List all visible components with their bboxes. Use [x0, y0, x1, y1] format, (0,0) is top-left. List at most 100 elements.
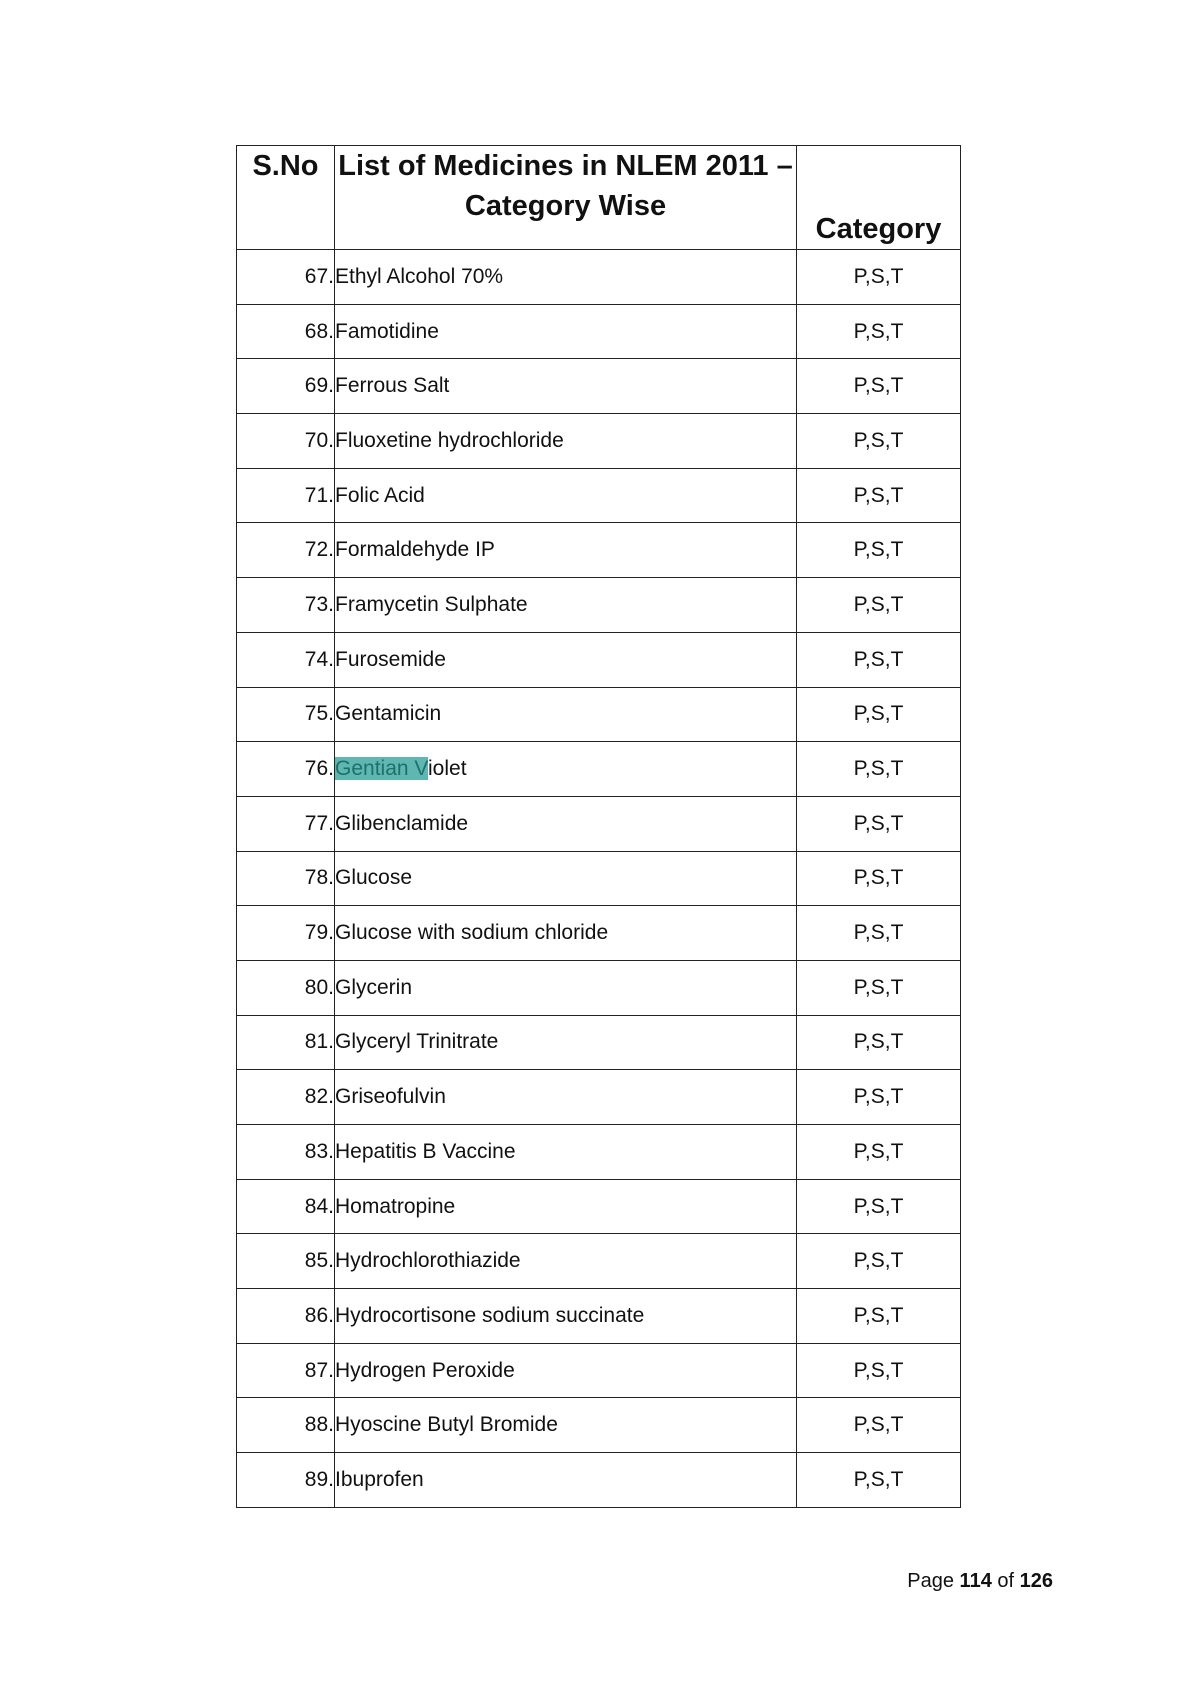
row-category: P,S,T: [796, 522, 961, 579]
row-medicine: Glucose: [334, 850, 797, 907]
row-sno: 67.: [236, 249, 335, 305]
row-sno: 82.: [236, 1069, 335, 1125]
header-medicine-list-line2: Category Wise: [464, 190, 667, 222]
table-row: 89. Ibuprofen P,S,T: [236, 1452, 961, 1508]
medicines-table: S.No List of Medicines in NLEM 2011 – Ca…: [236, 145, 961, 1508]
row-category: P,S,T: [796, 358, 961, 415]
table-row: 88. Hyoscine Butyl Bromide P,S,T: [236, 1397, 961, 1454]
row-sno: 71.: [236, 467, 335, 524]
row-category: P,S,T: [796, 795, 961, 852]
row-category: P,S,T: [796, 1342, 961, 1399]
row-sno: 74.: [236, 631, 335, 688]
row-sno: 78.: [236, 850, 335, 907]
row-category: P,S,T: [796, 1452, 961, 1508]
row-medicine: Hepatitis B Vaccine: [334, 1124, 797, 1180]
row-sno: 81.: [236, 1014, 335, 1071]
row-sno: 79.: [236, 905, 335, 961]
row-sno: 77.: [236, 795, 335, 852]
row-medicine: Gentamicin: [334, 686, 797, 743]
text-highlight: Gentian V: [335, 757, 429, 781]
table-row: 86. Hydrocortisone sodium succinate P,S,…: [236, 1288, 961, 1344]
header-row: S.No List of Medicines in NLEM 2011 – Ca…: [236, 145, 961, 250]
row-medicine: Hyoscine Butyl Bromide: [334, 1397, 797, 1454]
row-category: P,S,T: [796, 1069, 961, 1125]
page-current: 114: [959, 1570, 992, 1592]
table-row: 76. Gentian Violet P,S,T: [236, 741, 961, 797]
table-row: 84. Homatropine P,S,T: [236, 1178, 961, 1235]
row-sno: 84.: [236, 1178, 335, 1235]
row-medicine: Hydrogen Peroxide: [334, 1342, 797, 1399]
row-medicine: Ferrous Salt: [334, 358, 797, 415]
table-row: 79. Glucose with sodium chloride P,S,T: [236, 905, 961, 961]
header-medicine-list: List of Medicines in NLEM 2011 – Categor…: [334, 145, 797, 250]
row-sno: 73.: [236, 577, 335, 633]
table-row: 72. Formaldehyde IP P,S,T: [236, 522, 961, 579]
row-category: P,S,T: [796, 1233, 961, 1290]
row-category: P,S,T: [796, 959, 961, 1016]
row-category: P,S,T: [796, 577, 961, 633]
table-row: 87. Hydrogen Peroxide P,S,T: [236, 1342, 961, 1399]
header-sno: S.No: [236, 145, 335, 250]
row-category: P,S,T: [796, 850, 961, 907]
row-sno: 88.: [236, 1397, 335, 1454]
row-sno: 76.: [236, 741, 335, 797]
table-row: 75. Gentamicin P,S,T: [236, 686, 961, 743]
page-prefix: Page: [907, 1570, 954, 1592]
row-medicine: Famotidine: [334, 303, 797, 360]
row-medicine: Hydrochlorothiazide: [334, 1233, 797, 1290]
row-sno: 83.: [236, 1124, 335, 1180]
row-category: P,S,T: [796, 741, 961, 797]
row-category: P,S,T: [796, 1124, 961, 1180]
table-row: 67. Ethyl Alcohol 70% P,S,T: [236, 249, 961, 305]
row-medicine: Folic Acid: [334, 467, 797, 524]
row-medicine: Ibuprofen: [334, 1452, 797, 1508]
row-category: P,S,T: [796, 905, 961, 961]
table-row: 73. Framycetin Sulphate P,S,T: [236, 577, 961, 633]
row-sno: 72.: [236, 522, 335, 579]
table-row: 77. Glibenclamide P,S,T: [236, 795, 961, 852]
row-sno: 85.: [236, 1233, 335, 1290]
row-sno: 70.: [236, 413, 335, 469]
row-medicine: Fluoxetine hydrochloride: [334, 413, 797, 469]
table-row: 82. Griseofulvin P,S,T: [236, 1069, 961, 1125]
row-category: P,S,T: [796, 1178, 961, 1235]
table-row: 78. Glucose P,S,T: [236, 850, 961, 907]
table-row: 69. Ferrous Salt P,S,T: [236, 358, 961, 415]
page-total: 126: [1019, 1570, 1053, 1592]
row-medicine: Glibenclamide: [334, 795, 797, 852]
page-number-footer: Page 114 of 126: [907, 1570, 1053, 1593]
row-medicine: Glycerin: [334, 959, 797, 1016]
row-medicine-highlighted: Gentian Violet: [334, 741, 797, 797]
row-sno: 68.: [236, 303, 335, 360]
row-sno: 89.: [236, 1452, 335, 1508]
row-medicine: Glyceryl Trinitrate: [334, 1014, 797, 1071]
table-row: 74. Furosemide P,S,T: [236, 631, 961, 688]
table-row: 83. Hepatitis B Vaccine P,S,T: [236, 1124, 961, 1180]
page-of: of: [997, 1570, 1015, 1592]
row-sno: 87.: [236, 1342, 335, 1399]
row-sno: 69.: [236, 358, 335, 415]
table-header: S.No List of Medicines in NLEM 2011 – Ca…: [236, 145, 961, 250]
row-medicine: Griseofulvin: [334, 1069, 797, 1125]
row-category: P,S,T: [796, 413, 961, 469]
row-category: P,S,T: [796, 1288, 961, 1344]
table-row: 85. Hydrochlorothiazide P,S,T: [236, 1233, 961, 1290]
table-body: 67. Ethyl Alcohol 70% P,S,T 68. Famotidi…: [236, 249, 961, 1508]
row-medicine: Glucose with sodium chloride: [334, 905, 797, 961]
row-medicine: Formaldehyde IP: [334, 522, 797, 579]
row-category: P,S,T: [796, 303, 961, 360]
row-medicine: Hydrocortisone sodium succinate: [334, 1288, 797, 1344]
row-medicine: Ethyl Alcohol 70%: [334, 249, 797, 305]
table-row: 71. Folic Acid P,S,T: [236, 467, 961, 524]
row-sno: 75.: [236, 686, 335, 743]
row-medicine: Framycetin Sulphate: [334, 577, 797, 633]
row-category: P,S,T: [796, 1014, 961, 1071]
row-medicine-rest: iolet: [428, 757, 467, 781]
header-category: Category: [796, 145, 961, 250]
table-row: 81. Glyceryl Trinitrate P,S,T: [236, 1014, 961, 1071]
table-row: 80. Glycerin P,S,T: [236, 959, 961, 1016]
row-medicine: Homatropine: [334, 1178, 797, 1235]
row-sno: 86.: [236, 1288, 335, 1344]
row-medicine: Furosemide: [334, 631, 797, 688]
